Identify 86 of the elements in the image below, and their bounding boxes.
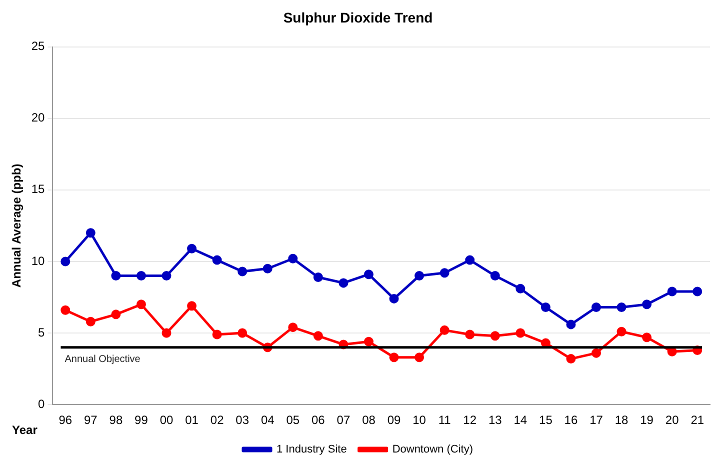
x-tick-label: 03	[236, 413, 250, 428]
x-tick-label: 12	[463, 413, 477, 428]
point	[60, 256, 70, 266]
chart-title: Sulphur Dioxide Trend	[283, 9, 433, 26]
point	[136, 271, 146, 281]
x-tick-label: 06	[311, 413, 326, 428]
point	[238, 328, 248, 338]
x-tick-label: 18	[614, 413, 629, 428]
point	[440, 325, 450, 335]
point	[338, 278, 348, 288]
point	[516, 284, 526, 294]
point	[566, 320, 576, 330]
legend-label: Downtown (City)	[392, 444, 473, 456]
ref-line-label: Annual Objective	[64, 354, 141, 366]
x-tick-label: 21	[690, 413, 704, 428]
x-axis-title: Year	[12, 422, 38, 437]
x-tick-label: 02	[210, 413, 224, 428]
point	[591, 348, 601, 358]
point	[212, 330, 222, 340]
point	[440, 268, 450, 278]
x-tick-label: 17	[590, 413, 604, 428]
y-tick-label: 10	[31, 254, 46, 268]
legend-label: 1 Industry Site	[276, 444, 347, 456]
point	[490, 271, 500, 281]
point	[187, 301, 197, 311]
point	[364, 270, 374, 280]
x-tick-label: 00	[160, 413, 174, 428]
x-tick-label: 19	[640, 413, 654, 428]
y-axis-title: Annual Average (ppb)	[10, 164, 24, 288]
point	[465, 330, 475, 340]
x-tick-label: 16	[564, 413, 578, 428]
point	[692, 286, 702, 296]
x-tick-label: 08	[362, 413, 376, 428]
point	[288, 322, 298, 332]
x-tick-label: 96	[58, 413, 72, 428]
point	[313, 331, 323, 341]
x-tick-label: 20	[665, 413, 680, 428]
y-tick-label: 5	[38, 325, 46, 340]
x-tick-label: 98	[109, 413, 123, 428]
point	[364, 336, 374, 346]
point	[414, 352, 424, 362]
point	[111, 310, 121, 320]
y-tick-label: 25	[31, 39, 46, 54]
point	[389, 352, 399, 362]
point	[642, 332, 652, 342]
point	[540, 338, 550, 348]
x-tick-label: 99	[134, 413, 148, 428]
point	[667, 286, 677, 296]
point	[540, 302, 550, 312]
point	[187, 244, 197, 254]
point	[86, 228, 96, 238]
point	[566, 354, 576, 364]
x-tick-label: 13	[488, 413, 502, 428]
x-tick-label: 10	[412, 413, 426, 428]
y-tick-label: 0	[38, 396, 46, 411]
point	[616, 302, 626, 312]
x-tick-label: 11	[438, 413, 452, 428]
point	[616, 326, 626, 336]
point	[288, 254, 298, 264]
point	[162, 328, 172, 338]
x-tick-label: 07	[336, 413, 350, 428]
y-tick-label: 20	[31, 110, 46, 125]
point	[262, 264, 272, 274]
point	[642, 300, 652, 310]
point	[465, 255, 475, 265]
x-tick-label: 15	[539, 413, 553, 428]
x-tick-label: 09	[387, 413, 402, 428]
point	[212, 255, 222, 265]
point	[162, 271, 172, 281]
point	[136, 300, 146, 310]
point	[389, 294, 399, 304]
x-tick-label: 04	[260, 413, 275, 428]
point	[86, 316, 96, 326]
point	[490, 331, 500, 341]
point	[60, 305, 70, 315]
point	[313, 272, 323, 282]
x-tick-label: 14	[514, 413, 528, 428]
y-tick-label: 15	[31, 182, 46, 196]
x-tick-label: 05	[286, 413, 300, 428]
point	[238, 266, 248, 276]
point	[516, 328, 526, 338]
point	[591, 302, 601, 312]
x-tick-label: 97	[84, 413, 98, 428]
point	[414, 271, 424, 281]
x-tick-label: 01	[185, 413, 199, 428]
point	[111, 271, 121, 281]
